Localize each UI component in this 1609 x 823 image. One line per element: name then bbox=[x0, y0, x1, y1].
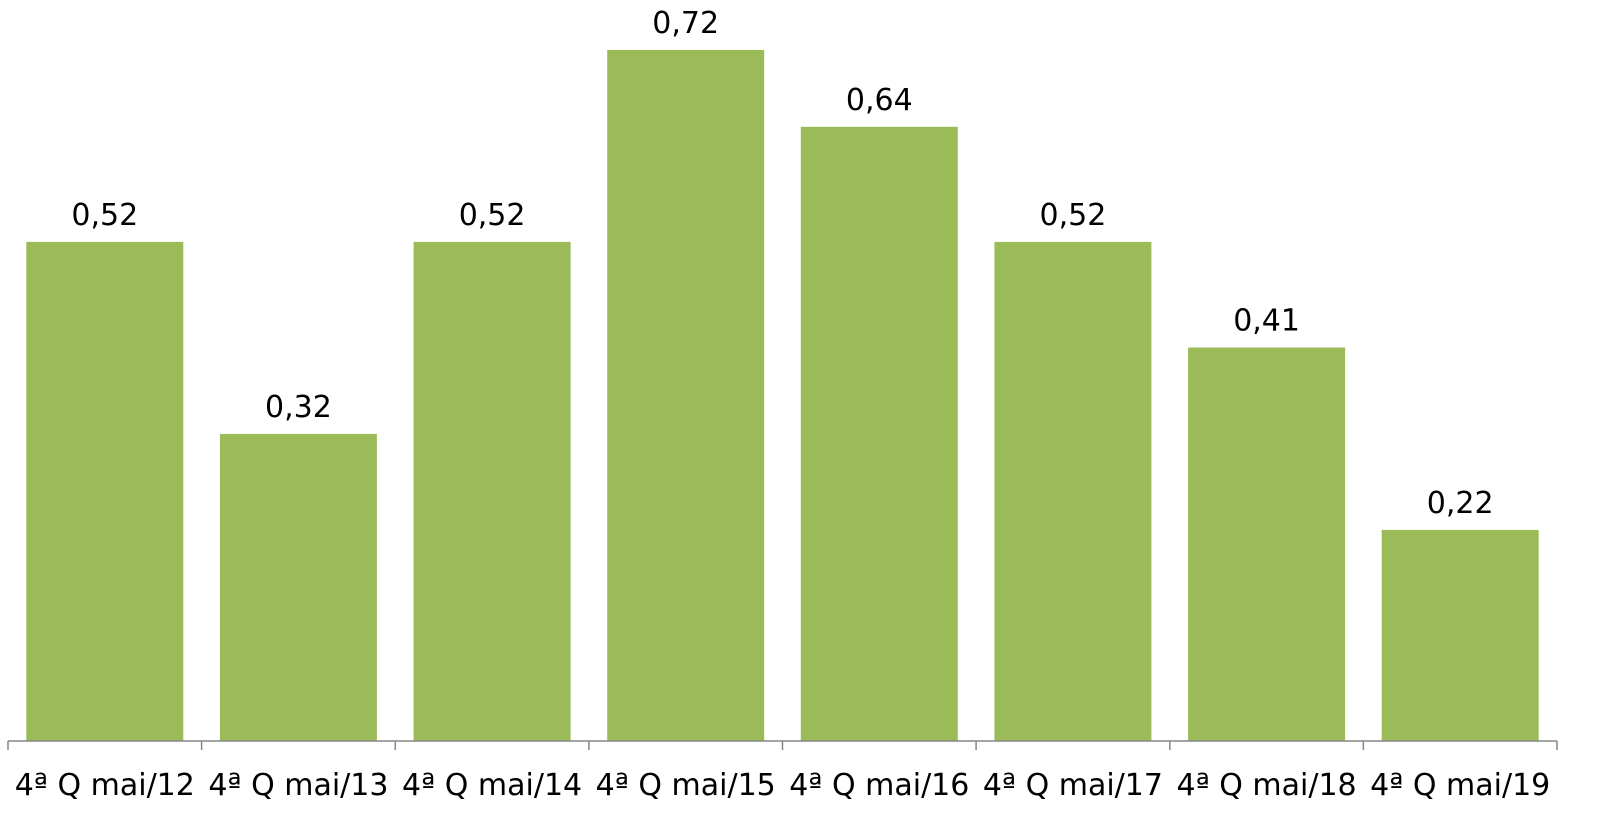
bar bbox=[26, 241, 184, 741]
x-tick-label: 4ª Q mai/12 bbox=[15, 768, 195, 803]
x-axis bbox=[7, 740, 1558, 750]
bar bbox=[1381, 529, 1539, 741]
data-label: 0,32 bbox=[265, 390, 332, 425]
x-tick-label: 4ª Q mai/13 bbox=[208, 768, 388, 803]
data-label: 0,52 bbox=[71, 198, 138, 233]
bar bbox=[1188, 347, 1346, 741]
x-tick-label: 4ª Q mai/17 bbox=[983, 768, 1163, 803]
data-label: 0,52 bbox=[459, 198, 526, 233]
data-label: 0,41 bbox=[1233, 304, 1300, 339]
x-tick-label: 4ª Q mai/14 bbox=[402, 768, 582, 803]
bar bbox=[800, 126, 958, 742]
bars-layer bbox=[26, 50, 1539, 742]
x-tick-label: 4ª Q mai/18 bbox=[1177, 768, 1357, 803]
bar bbox=[413, 241, 571, 741]
bar bbox=[994, 241, 1152, 741]
x-tick-label: 4ª Q mai/19 bbox=[1370, 768, 1550, 803]
data-label: 0,22 bbox=[1427, 486, 1494, 521]
bar bbox=[607, 50, 765, 741]
data-label: 0,64 bbox=[846, 83, 913, 118]
x-tick-label: 4ª Q mai/16 bbox=[789, 768, 969, 803]
data-label: 0,52 bbox=[1040, 198, 1107, 233]
bar bbox=[219, 433, 377, 741]
value-labels-layer: 0,52 0,32 0,52 0,72 0,64 0,52 0,41 0,22 bbox=[71, 6, 1493, 521]
x-tick-labels: 4ª Q mai/12 4ª Q mai/13 4ª Q mai/14 4ª Q ma… bbox=[15, 768, 1551, 803]
data-label: 0,72 bbox=[652, 6, 719, 41]
x-tick-label: 4ª Q mai/15 bbox=[596, 768, 776, 803]
